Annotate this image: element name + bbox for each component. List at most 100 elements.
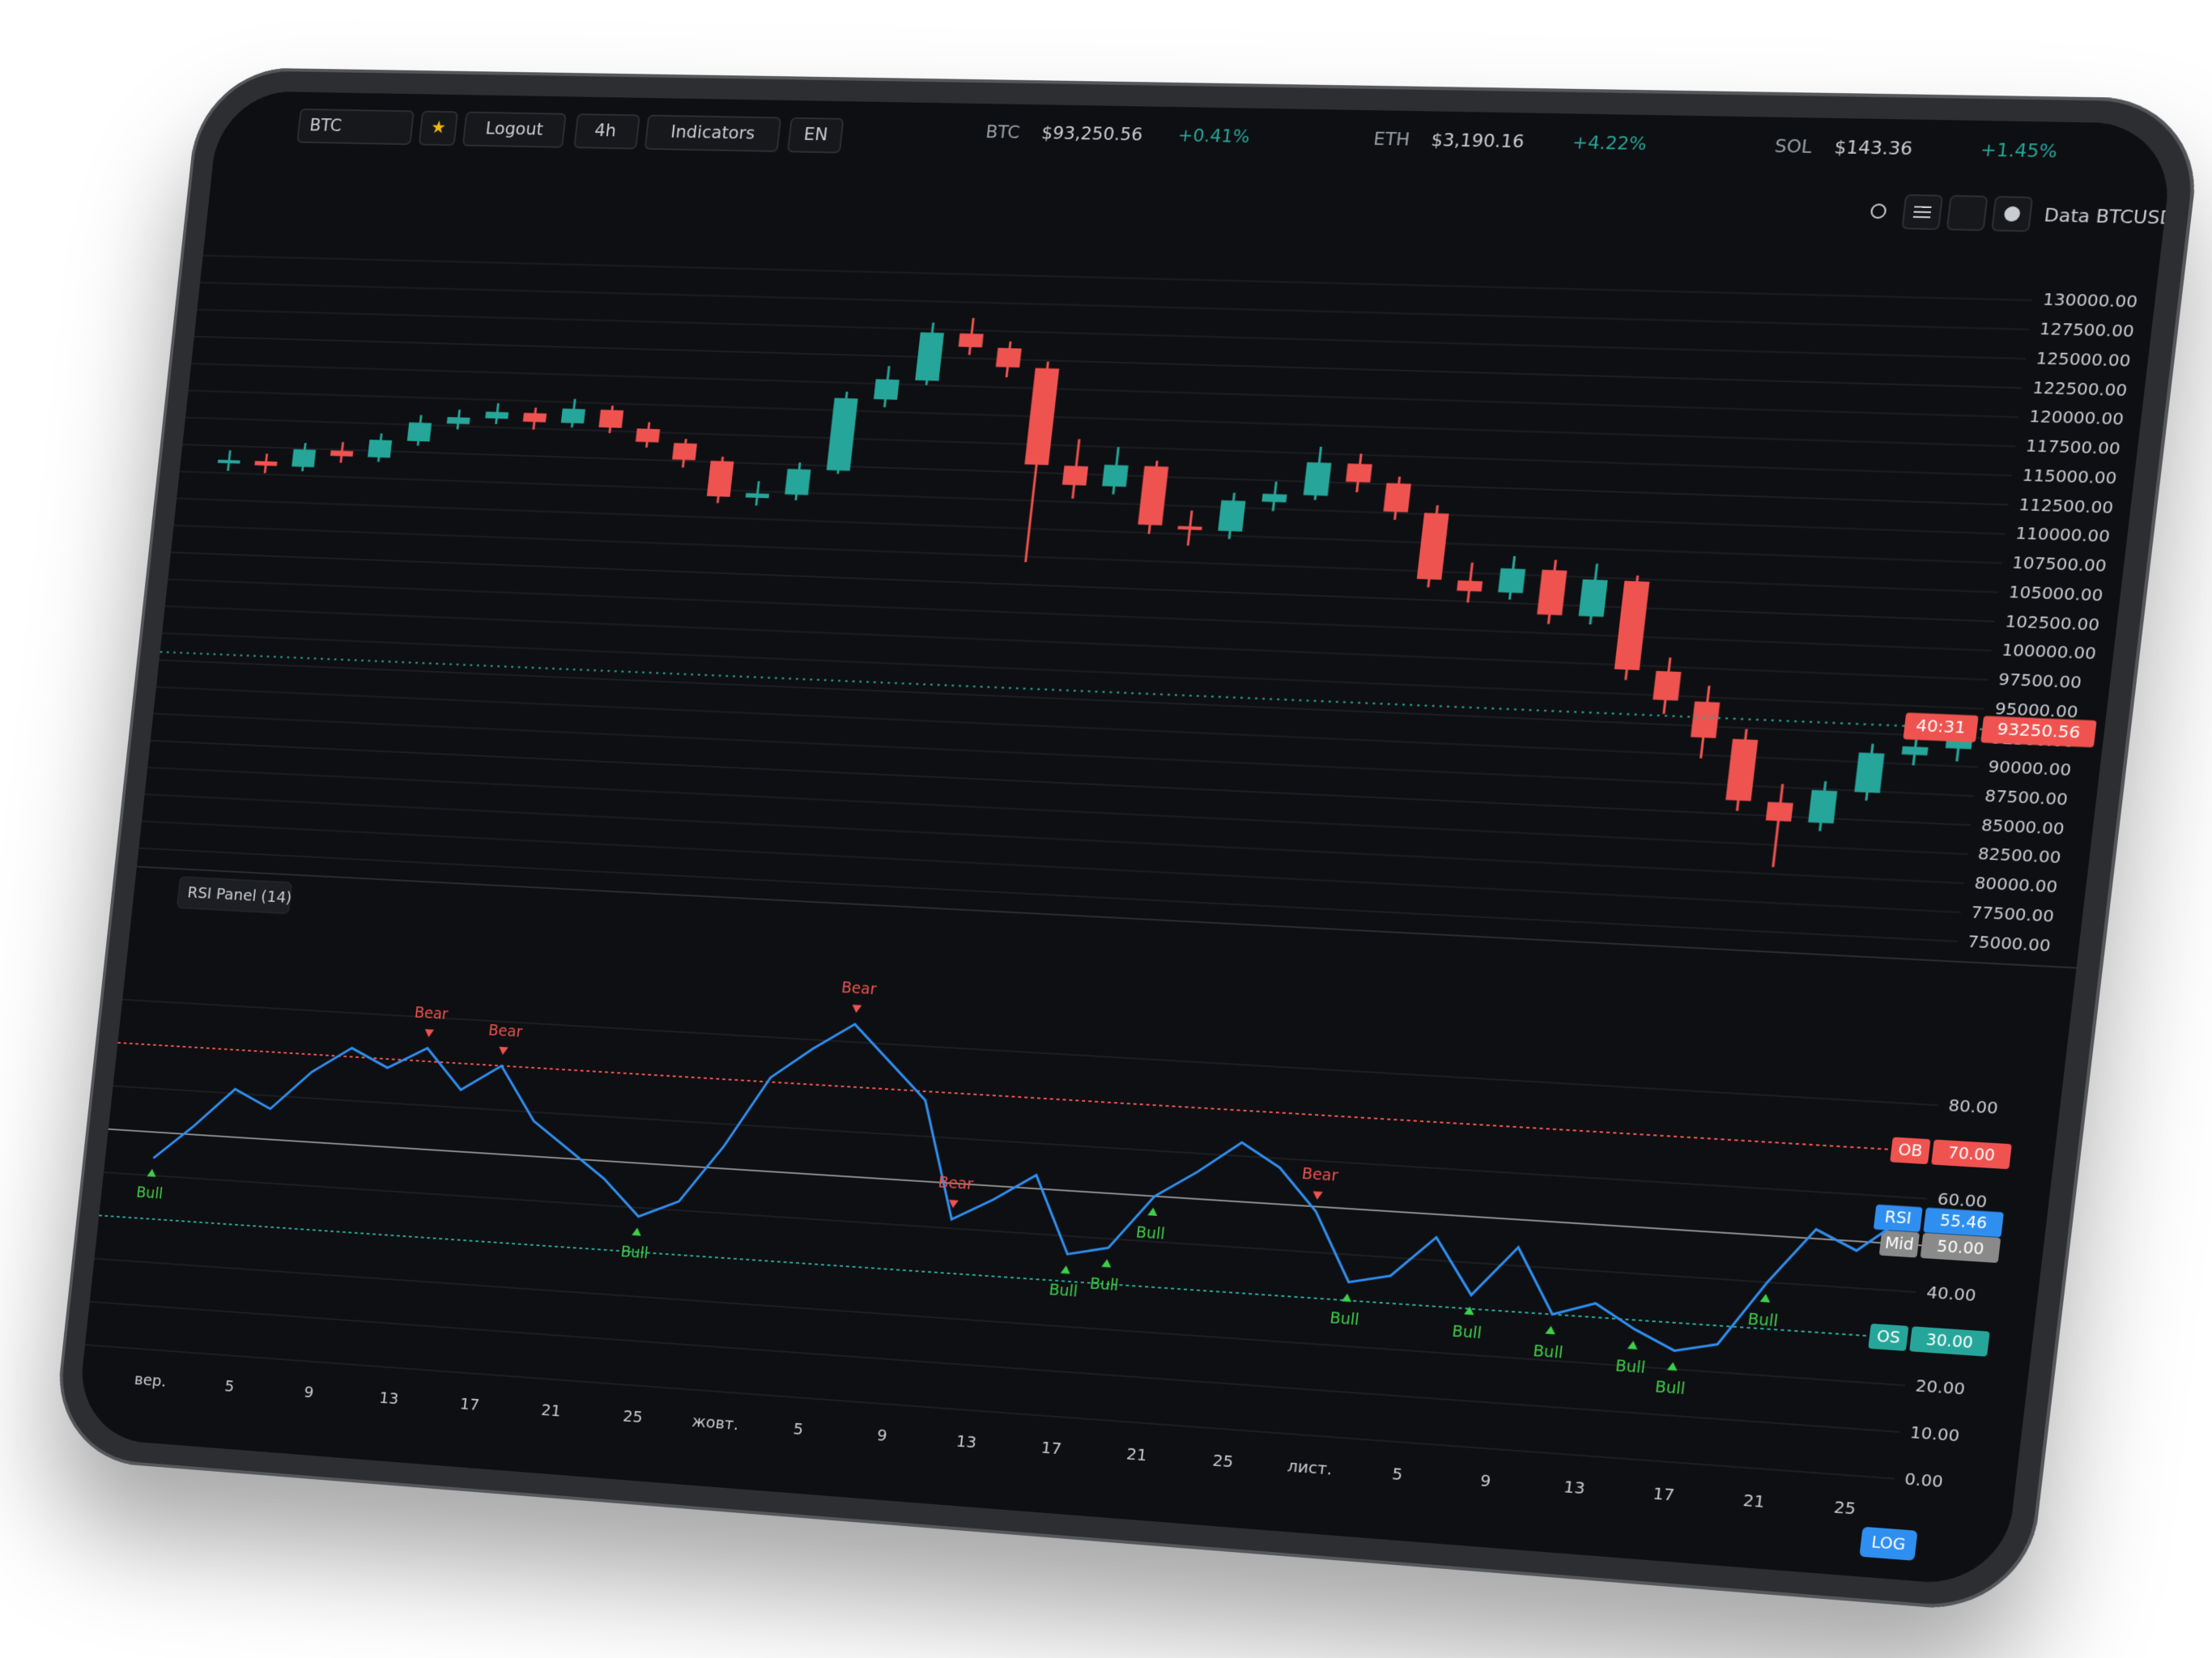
x-tick-label: 21 <box>1125 1444 1148 1465</box>
y-tick-label: 0.00 <box>1904 1469 1944 1491</box>
language-select[interactable] <box>788 118 843 153</box>
y-tick-label: 60.00 <box>1937 1188 1989 1211</box>
x-tick-label: жовт. <box>691 1411 739 1433</box>
x-tick-label: 25 <box>622 1406 644 1426</box>
candle-body <box>1578 579 1608 618</box>
signal-label: Bull <box>1329 1310 1360 1329</box>
x-tick-label: 17 <box>1652 1483 1675 1504</box>
favorite-button[interactable] <box>419 112 457 146</box>
candle-body <box>254 461 278 466</box>
candle-body <box>291 449 317 468</box>
signal-label: Bull <box>1451 1323 1482 1342</box>
screen: BTC ★ Logout 4h Indicators EN BTC $93,250… <box>74 91 2176 1588</box>
candle-body <box>1177 525 1202 530</box>
candle-body <box>785 469 811 495</box>
candle-body <box>1854 752 1885 793</box>
signal-label: Bear <box>1301 1166 1339 1185</box>
candle-body <box>873 379 900 400</box>
signal-label: Bull <box>1746 1311 1779 1331</box>
signal-label: Bull <box>1048 1282 1078 1301</box>
candle-body <box>958 333 984 348</box>
y-tick-label: 110000.00 <box>2014 524 2111 546</box>
y-tick-label: 107500.00 <box>2011 553 2108 576</box>
ticker-symbol: ETH <box>1372 129 1411 151</box>
candle-body <box>1901 746 1929 756</box>
x-tick-label: вер. <box>134 1370 168 1390</box>
y-tick-label: 127500.00 <box>2039 319 2135 342</box>
y-tick-label: 77500.00 <box>1970 903 2055 927</box>
signal-arrow <box>1060 1265 1071 1274</box>
y-tick-label: 102500.00 <box>2004 611 2100 635</box>
alerts-button[interactable] <box>1947 196 1988 230</box>
favorite-icon: ★ <box>430 117 447 138</box>
symbol-text: BTC <box>308 116 342 136</box>
ticker-strip: BTC $93,250.56 +0.41% ETH $3,190.16 +4.22% SOL… <box>985 122 2058 163</box>
y-tick-label: 105000.00 <box>2008 582 2104 606</box>
level-name: Mid <box>1884 1234 1915 1253</box>
candle-body <box>1261 493 1287 503</box>
x-tick-label: 9 <box>1479 1470 1492 1490</box>
level-name: OS <box>1876 1328 1901 1347</box>
signal-label: Bull <box>1135 1224 1166 1244</box>
candle-body <box>1808 789 1838 824</box>
candle-body <box>406 422 432 442</box>
tablet: BTC ★ Logout 4h Indicators EN BTC $93,250… <box>50 66 2206 1615</box>
candle-body <box>1498 568 1526 593</box>
ticker-change: +0.41% <box>1177 125 1251 147</box>
series-value: 55.46 <box>1939 1212 1989 1233</box>
signal-label: Bull <box>135 1184 164 1203</box>
y-tick-label: 97500.00 <box>1997 670 2082 693</box>
trading-view: BTC ★ Logout 4h Indicators EN BTC $93,250… <box>74 91 2176 1588</box>
candle-body <box>1218 500 1246 532</box>
signal-label: Bull <box>1089 1275 1120 1295</box>
y-tick-label: 87500.00 <box>1984 786 2069 810</box>
language-text: EN <box>802 125 828 146</box>
candle-body <box>1024 368 1060 466</box>
x-tick-label: 9 <box>303 1383 314 1402</box>
background <box>74 91 2176 1588</box>
level-value: 30.00 <box>1925 1331 1975 1352</box>
candle-body <box>522 412 547 423</box>
indicators-text: Indicators <box>670 122 756 144</box>
candle-body <box>368 440 393 458</box>
y-tick-label: 20.00 <box>1915 1375 1967 1399</box>
candle-body <box>995 347 1022 368</box>
interval-select[interactable] <box>574 114 639 149</box>
candle-body <box>1457 580 1483 592</box>
y-tick-label: 40.00 <box>1925 1282 1977 1305</box>
countdown: 40:31 <box>1915 716 1967 738</box>
y-tick-label: 75000.00 <box>1967 931 2052 955</box>
ticker-symbol: BTC <box>985 122 1021 143</box>
candle-body <box>1346 463 1372 483</box>
ticker-price: $143.36 <box>1833 137 1913 159</box>
x-tick-label: 9 <box>876 1426 888 1445</box>
price-tag-label: 93250.56 <box>1996 719 2081 742</box>
x-tick-label: 25 <box>1833 1497 1857 1518</box>
candle-body <box>1691 701 1721 738</box>
ticker-price: $93,250.56 <box>1040 123 1144 146</box>
y-tick-label: 122500.00 <box>2031 377 2128 400</box>
x-tick-label: 5 <box>223 1376 235 1395</box>
y-tick-label: 117500.00 <box>2025 436 2121 458</box>
y-tick-label: 82500.00 <box>1977 844 2062 868</box>
symbol-input[interactable] <box>297 109 414 144</box>
y-tick-label: 85000.00 <box>1980 815 2065 839</box>
candle-body <box>598 410 624 428</box>
signal-label: Bear <box>937 1175 974 1194</box>
candle-body <box>706 461 734 497</box>
y-tick-label: 90000.00 <box>1987 757 2072 780</box>
interval-text: 4h <box>593 121 617 142</box>
indicators-button[interactable] <box>645 116 781 151</box>
signal-label: Bull <box>1654 1379 1687 1399</box>
signal-label: Bull <box>1614 1358 1646 1377</box>
ticker-symbol: SOL <box>1773 136 1813 158</box>
x-tick-label: 13 <box>378 1388 399 1408</box>
logout-button[interactable] <box>463 113 566 147</box>
candle-body <box>1303 461 1332 496</box>
log-label: LOG <box>1870 1533 1907 1554</box>
x-tick-label: лист. <box>1287 1456 1334 1479</box>
y-tick-label: 125000.00 <box>2035 348 2131 371</box>
y-tick-label: 95000.00 <box>1994 699 2079 722</box>
candle-body <box>560 408 585 424</box>
